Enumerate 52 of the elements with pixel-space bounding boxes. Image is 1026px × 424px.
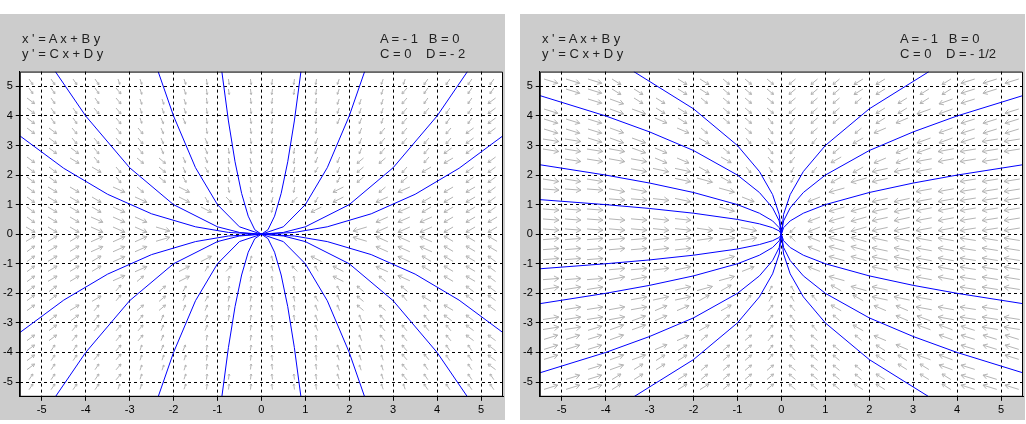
x-tick-label: 3	[910, 403, 917, 416]
y-tick-label: 5	[526, 79, 533, 92]
text: C = 0 D = - 2	[380, 46, 466, 61]
x-tick-label: -3	[644, 403, 655, 416]
text: C = 0 D = - 1/2	[900, 46, 997, 61]
text: y ' = C x + D y	[542, 46, 624, 61]
y-tick-label: -3	[3, 315, 13, 328]
x-tick-label: -2	[168, 403, 179, 416]
text: y ' = C x + D y	[22, 46, 104, 61]
y-tick-label: 5	[6, 79, 13, 92]
text: x ' = A x + B y	[22, 31, 102, 46]
x-tick-label: -1	[732, 403, 743, 416]
x-tick-label: -4	[600, 403, 611, 416]
y-tick-label: -1	[3, 256, 13, 269]
y-tick-label: 3	[526, 138, 533, 151]
x-tick-label: 0	[778, 403, 785, 416]
x-tick-label: 1	[822, 403, 829, 416]
y-tick-label: 1	[526, 197, 533, 210]
y-tick-label: -5	[3, 375, 13, 388]
y-tick-label: 2	[526, 168, 533, 181]
x-tick-label: -1	[212, 403, 223, 416]
x-tick-label: 5	[477, 403, 485, 416]
x-tick-label: 3	[390, 403, 397, 416]
text: A = - 1 B = 0	[900, 31, 981, 46]
text: A = - 1 B = 0	[380, 31, 461, 46]
y-tick-label: 4	[526, 108, 533, 121]
x-tick-label: 0	[258, 403, 265, 416]
x-tick-label: 4	[954, 403, 961, 416]
x-tick-label: -5	[556, 403, 567, 416]
y-tick-label: -1	[523, 256, 533, 269]
y-tick-label: 4	[6, 108, 13, 121]
x-tick-label: -2	[688, 403, 699, 416]
x-tick-label: 2	[346, 403, 353, 416]
y-tick-label: 0	[6, 227, 13, 240]
x-tick-label: -4	[80, 403, 91, 416]
text: x ' = A x + B y	[542, 31, 622, 46]
y-tick-label: -4	[3, 345, 13, 358]
x-tick-label: 1	[302, 403, 309, 416]
x-tick-label: 4	[434, 403, 441, 416]
y-tick-label: -5	[523, 375, 533, 388]
y-tick-label: -2	[3, 286, 13, 299]
x-tick-label: -3	[124, 403, 135, 416]
y-tick-label: -2	[523, 286, 533, 299]
y-tick-label: 0	[526, 227, 533, 240]
x-tick-label: 2	[866, 403, 873, 416]
x-tick-label: 5	[997, 403, 1005, 416]
y-tick-label: 1	[6, 197, 13, 210]
x-tick-label: -5	[36, 403, 47, 416]
y-tick-label: 2	[6, 168, 13, 181]
y-tick-label: -4	[523, 345, 533, 358]
y-tick-label: 3	[6, 138, 13, 151]
y-tick-label: -3	[523, 315, 533, 328]
